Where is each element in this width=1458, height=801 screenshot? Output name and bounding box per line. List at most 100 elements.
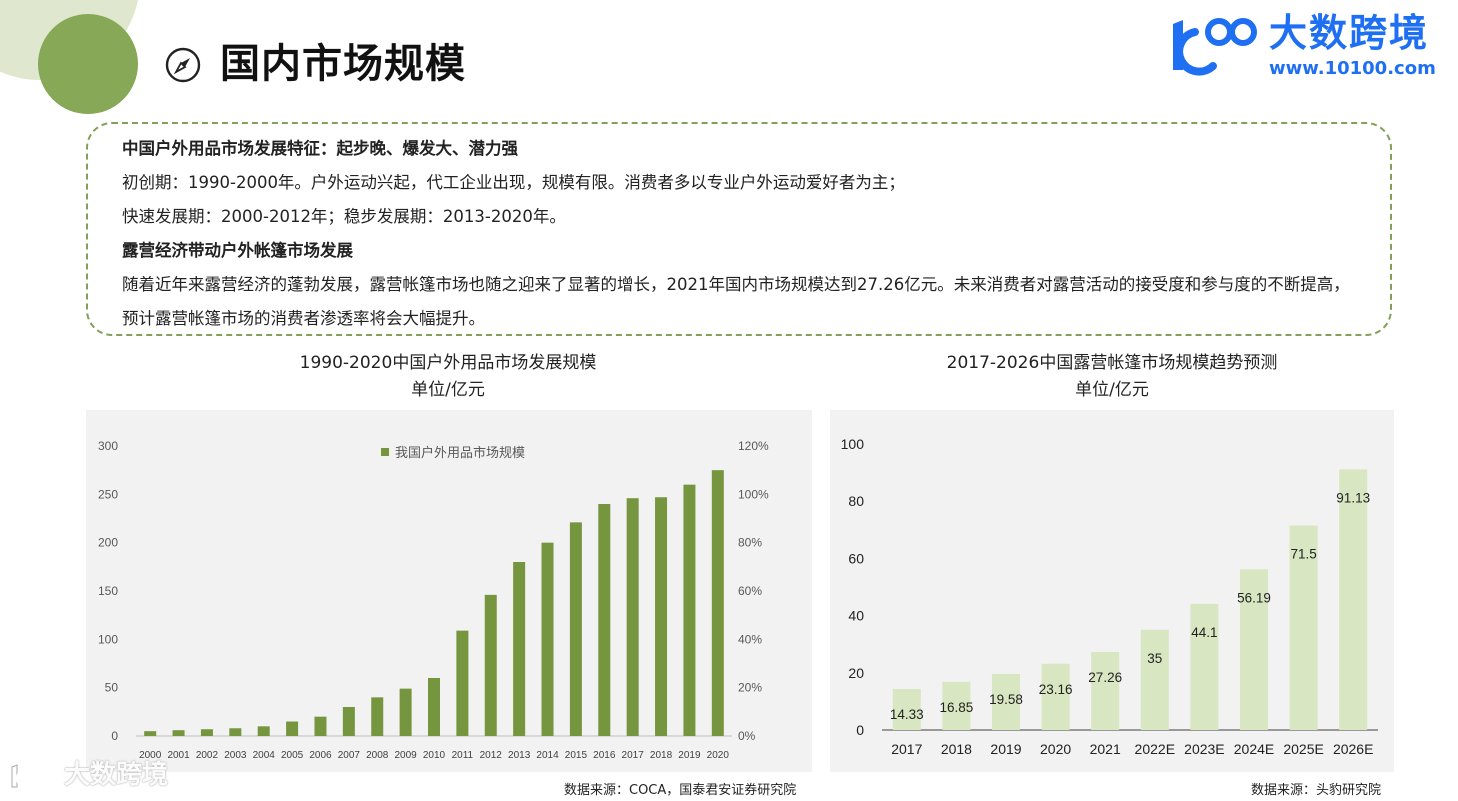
summary-box: 中国户外用品市场发展特征：起步晚、爆发大、潜力强 初创期：1990-2000年。… [86, 122, 1392, 336]
chart1-x-tick-label: 2020 [707, 750, 730, 761]
chart1-bar [399, 688, 412, 736]
chart2-bar [992, 674, 1020, 730]
chart1-y-tick-label: 150 [98, 584, 118, 598]
page-title: 国内市场规模 [220, 41, 466, 87]
chart2-x-tick-label: 2018 [941, 741, 972, 757]
watermark-logo-icon [11, 763, 57, 789]
chart1-y-tick-label: 250 [98, 487, 118, 501]
chart1-y-tick-label: 50 [105, 681, 119, 695]
chart2-title: 2017-2026中国露营帐篷市场规模趋势预测 [946, 353, 1278, 373]
brand-name: 大数跨境 [1269, 11, 1430, 55]
chart1-x-tick-label: 2015 [565, 750, 588, 761]
chart2-y-tick-label: 60 [848, 550, 864, 566]
watermark: 大数跨境 [8, 758, 168, 792]
chart1-bar [626, 498, 639, 736]
brand-url: www.10100.com [1269, 58, 1436, 79]
chart2-source: 数据来源：头豹研究院 [1251, 783, 1382, 798]
chart1-x-tick-label: 2004 [253, 750, 276, 761]
chart1-title-block: 1990-2020中国户外用品市场发展规模 单位/亿元 [86, 350, 810, 404]
summary-line-2: 快速发展期：2000-2012年；稳步发展期：2013-2020年。 [122, 207, 566, 226]
chart1-bar [200, 729, 213, 736]
chart1-bar [144, 731, 157, 736]
chart2-data-label: 91.13 [1336, 490, 1370, 505]
chart2-svg: 0 20 40 60 80 100 14.33 2017 16.85 2018 19.58 2019 2… [841, 436, 1378, 757]
brand-logo-icon [1173, 18, 1257, 76]
chart1-x-tick-label: 2001 [167, 750, 190, 761]
chart1-y2-tick-label: 40% [738, 632, 762, 646]
chart2-y-tick-label: 100 [841, 436, 865, 452]
chart1-bar [342, 707, 355, 736]
chart1-bar [286, 721, 299, 736]
chart1-x-tick-label: 2003 [224, 750, 247, 761]
summary-line-1: 初创期：1990-2000年。户外运动兴起，代工企业出现，规模有限。消费者多以专… [122, 173, 905, 192]
chart1-bar [655, 497, 668, 736]
chart2-bar [942, 681, 971, 730]
chart2-bar [1041, 663, 1070, 730]
chart2-bar [892, 689, 921, 730]
chart1-y2-tick-label: 100% [738, 487, 769, 501]
chart1-bar [598, 504, 611, 736]
chart1-bar [683, 484, 696, 736]
chart1-legend-label: 我国户外用品市场规模 [395, 445, 525, 461]
compass-icon [165, 47, 201, 83]
chart2-bar [1190, 603, 1219, 730]
chart1-bar [257, 726, 270, 736]
summary-heading-1: 中国户外用品市场发展特征：起步晚、爆发大、潜力强 [122, 139, 518, 158]
chart1-bar [371, 697, 384, 736]
chart2-data-label: 19.58 [989, 692, 1023, 707]
summary-paragraph: 随着近年来露营经济的蓬勃发展，露营帐篷市场也随之迎来了显著的增长，2021年国内… [122, 275, 1350, 328]
chart2-x-tick-label: 2026E [1333, 741, 1373, 757]
chart1-x-tick-label: 2008 [366, 750, 389, 761]
chart2-data-label: 35 [1147, 651, 1162, 666]
chart2-bar [1339, 469, 1368, 730]
chart1-x-tick-label: 2006 [309, 750, 332, 761]
chart1-y-tick-label: 100 [98, 632, 118, 646]
chart1-x-tick-label: 2019 [678, 750, 701, 761]
chart1-x-tick-label: 2009 [394, 750, 417, 761]
chart1-x-tick-label: 2013 [508, 750, 531, 761]
chart1-x-tick-label: 2005 [281, 750, 304, 761]
chart1-y2-tick-label: 20% [738, 681, 762, 695]
chart2-x-tick-label: 2019 [990, 741, 1021, 757]
chart2-bar [1289, 525, 1318, 730]
chart1-bar [229, 728, 242, 736]
chart2-data-label: 14.33 [890, 707, 924, 722]
chart2-title-block: 2017-2026中国露营帐篷市场规模趋势预测 单位/亿元 [830, 350, 1394, 404]
chart1-bar [172, 730, 185, 736]
chart1-y-tick-label: 0 [111, 729, 118, 743]
chart2-x-tick-label: 2021 [1090, 741, 1121, 757]
chart1-x-tick-label: 2012 [480, 750, 503, 761]
chart1-title: 1990-2020中国户外用品市场发展规模 [299, 353, 597, 373]
chart2-data-label: 44.1 [1191, 625, 1217, 640]
chart2-data-label: 27.26 [1088, 670, 1122, 685]
chart1-source: 数据来源：COCA，国泰君安证券研究院 [564, 783, 797, 798]
chart1-bar [711, 470, 724, 736]
chart1-bar [484, 594, 497, 736]
chart2-bar [1140, 629, 1169, 730]
watermark-text: 大数跨境 [64, 760, 169, 790]
chart2-data-label: 16.85 [940, 700, 974, 715]
chart1-bar [314, 716, 327, 736]
chart2-x-tick-label: 2025E [1283, 741, 1323, 757]
summary-heading-2: 露营经济带动户外帐篷市场发展 [122, 241, 353, 260]
chart1-x-tick-label: 2007 [338, 750, 361, 761]
chart1-x-tick-label: 2002 [196, 750, 219, 761]
chart1-legend-swatch [381, 448, 389, 456]
chart2-x-tick-label: 2024E [1234, 741, 1274, 757]
decor-circle [38, 14, 138, 114]
chart1-y2-tick-label: 120% [738, 439, 769, 453]
chart1-y2-tick-label: 0% [738, 729, 756, 743]
chart2-y-tick-label: 80 [848, 493, 864, 509]
chart1-plot-area: 0 50 100 150 200 250 300 0% 20% 40% 60% 80% 100% 120%… [86, 410, 812, 772]
chart2-data-label: 23.16 [1039, 682, 1073, 697]
chart1-y2-tick-label: 60% [738, 584, 762, 598]
chart1-x-tick-label: 2017 [622, 750, 645, 761]
chart1-y-tick-label: 200 [98, 536, 118, 550]
chart1-x-tick-label: 2000 [139, 750, 162, 761]
chart1-bar [541, 542, 554, 736]
chart1-subtitle: 单位/亿元 [411, 380, 485, 400]
chart2-x-tick-label: 2017 [891, 741, 922, 757]
chart2-plot-area: 0 20 40 60 80 100 14.33 2017 16.85 2018 19.58 2019 2… [830, 410, 1394, 772]
chart1-x-tick-label: 2010 [423, 750, 446, 761]
chart1-x-tick-label: 2011 [452, 750, 474, 761]
